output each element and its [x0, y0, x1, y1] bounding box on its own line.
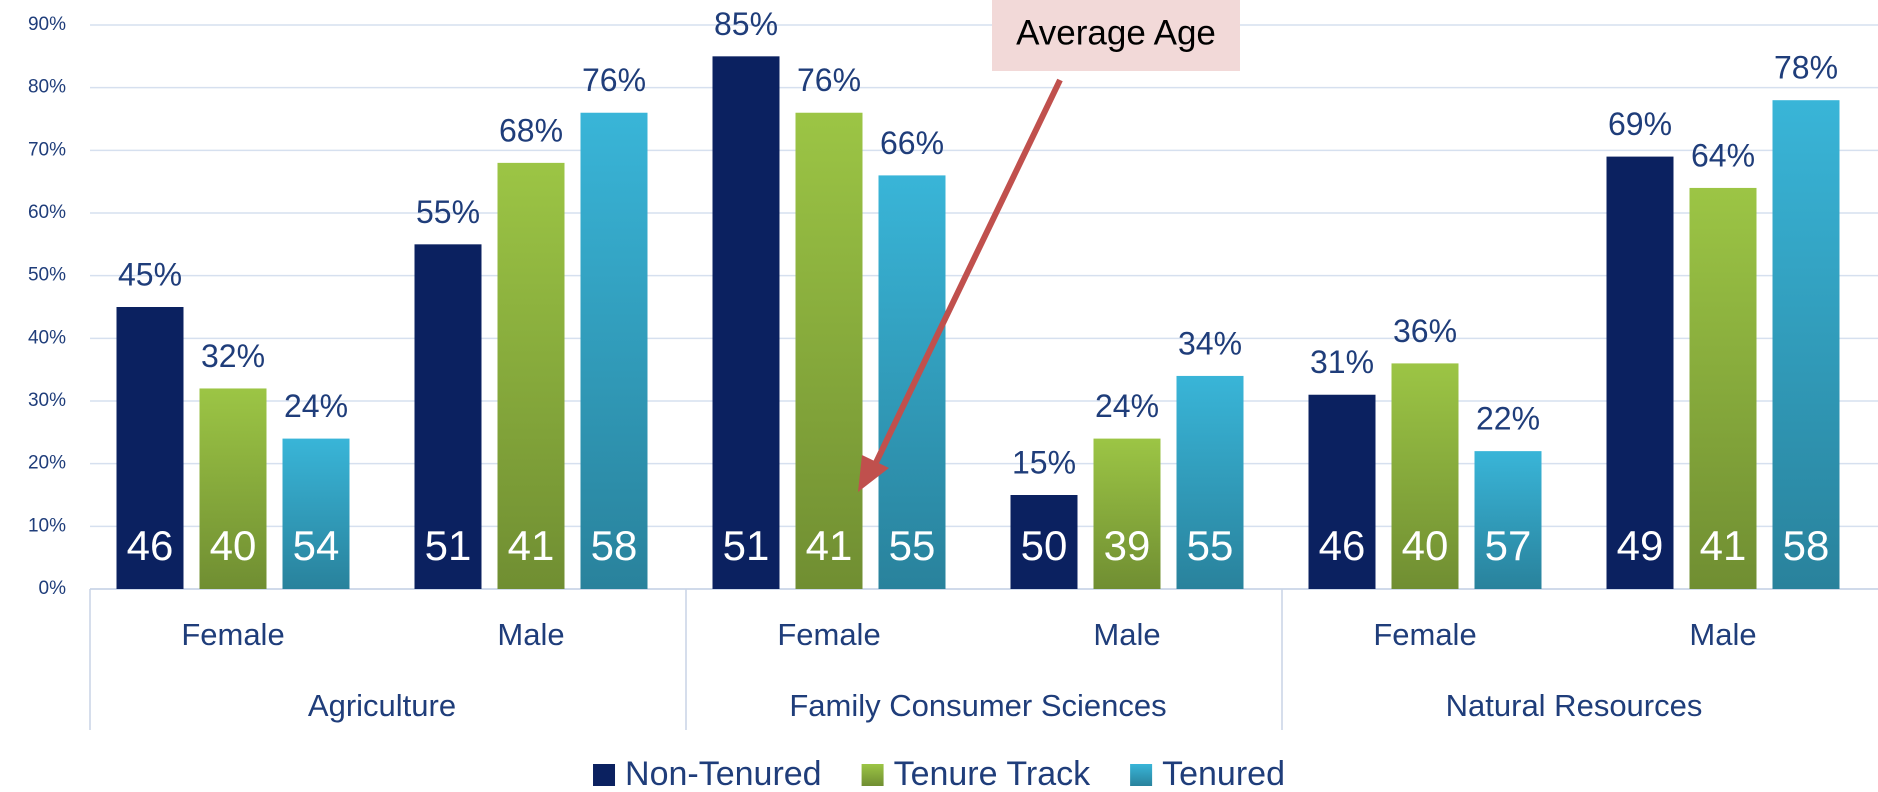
- y-tick-label: 0%: [39, 578, 67, 599]
- legend-swatch: [1130, 764, 1153, 786]
- group-label: Natural Resources: [1446, 688, 1703, 723]
- group-label: Agriculture: [308, 688, 456, 723]
- x-tick-label: Male: [1689, 617, 1756, 652]
- group-label: Family Consumer Sciences: [789, 688, 1166, 723]
- value-label: 36%: [1393, 313, 1457, 349]
- age-label: 55: [1187, 522, 1234, 569]
- bar: [1606, 156, 1674, 589]
- bar: [1093, 438, 1161, 589]
- x-tick-label: Female: [181, 617, 284, 652]
- age-label: 41: [508, 522, 555, 569]
- age-label: 46: [127, 522, 174, 569]
- value-label: 85%: [714, 6, 778, 42]
- value-label: 64%: [1691, 137, 1755, 173]
- age-label: 40: [210, 522, 257, 569]
- age-label: 41: [806, 522, 853, 569]
- value-label: 24%: [1095, 388, 1159, 424]
- y-tick-label: 70%: [28, 139, 66, 160]
- age-label: 49: [1617, 522, 1664, 569]
- value-label: 45%: [118, 256, 182, 292]
- age-label: 51: [425, 522, 472, 569]
- legend-label: Tenured: [1162, 755, 1285, 792]
- legend-label: Non-Tenured: [625, 755, 822, 792]
- y-tick-label: 60%: [28, 202, 66, 223]
- y-tick-label: 20%: [28, 453, 66, 474]
- value-label: 76%: [582, 62, 646, 98]
- age-label: 41: [1700, 522, 1747, 569]
- y-tick-label: 10%: [28, 515, 66, 536]
- value-label: 31%: [1310, 344, 1374, 380]
- x-tick-label: Female: [1373, 617, 1476, 652]
- bar: [199, 388, 267, 589]
- bar: [497, 162, 565, 589]
- legend-swatch: [861, 764, 884, 786]
- value-label: 32%: [201, 338, 265, 374]
- value-label: 24%: [284, 388, 348, 424]
- bar: [712, 56, 780, 590]
- age-label: 58: [1783, 522, 1830, 569]
- age-label: 58: [591, 522, 638, 569]
- value-label: 22%: [1476, 401, 1540, 437]
- legend-label: Tenure Track: [894, 755, 1092, 792]
- annotation: Average Age: [1016, 13, 1216, 52]
- bar: [1474, 451, 1542, 589]
- annotation-arrow: [867, 78, 1063, 477]
- age-label: 57: [1485, 522, 1532, 569]
- value-label: 78%: [1774, 50, 1838, 86]
- value-label: 76%: [797, 62, 861, 98]
- annotation-box: [992, 0, 1240, 71]
- x-tick-label: Female: [777, 617, 880, 652]
- value-label: 66%: [880, 125, 944, 161]
- bar: [116, 307, 184, 589]
- age-label: 54: [293, 522, 340, 569]
- bar: [1391, 363, 1459, 589]
- age-label: 39: [1104, 522, 1151, 569]
- age-label: 55: [889, 522, 936, 569]
- bar: [414, 244, 482, 590]
- bar: [1772, 100, 1840, 589]
- value-label: 34%: [1178, 325, 1242, 361]
- value-label: 69%: [1608, 106, 1672, 142]
- bar: [1176, 375, 1244, 589]
- value-label: 15%: [1012, 444, 1076, 480]
- bar: [1689, 187, 1757, 589]
- bar: [1010, 495, 1078, 589]
- bar: [1308, 394, 1376, 589]
- y-tick-label: 50%: [28, 265, 66, 286]
- age-label: 51: [723, 522, 770, 569]
- value-label: 68%: [499, 112, 563, 148]
- legend-swatch: [593, 764, 616, 786]
- bar: [580, 112, 648, 589]
- bar: [282, 438, 350, 589]
- y-tick-label: 80%: [28, 77, 66, 98]
- bar: [795, 112, 863, 589]
- value-label: 55%: [416, 194, 480, 230]
- age-label: 50: [1021, 522, 1068, 569]
- age-label: 46: [1319, 522, 1366, 569]
- age-label: 40: [1402, 522, 1449, 569]
- y-tick-label: 30%: [28, 390, 66, 411]
- y-tick-label: 90%: [28, 14, 66, 35]
- x-tick-label: Male: [1093, 617, 1160, 652]
- annotation-arrowhead: [858, 455, 889, 492]
- x-tick-label: Male: [497, 617, 564, 652]
- y-tick-label: 40%: [28, 327, 66, 348]
